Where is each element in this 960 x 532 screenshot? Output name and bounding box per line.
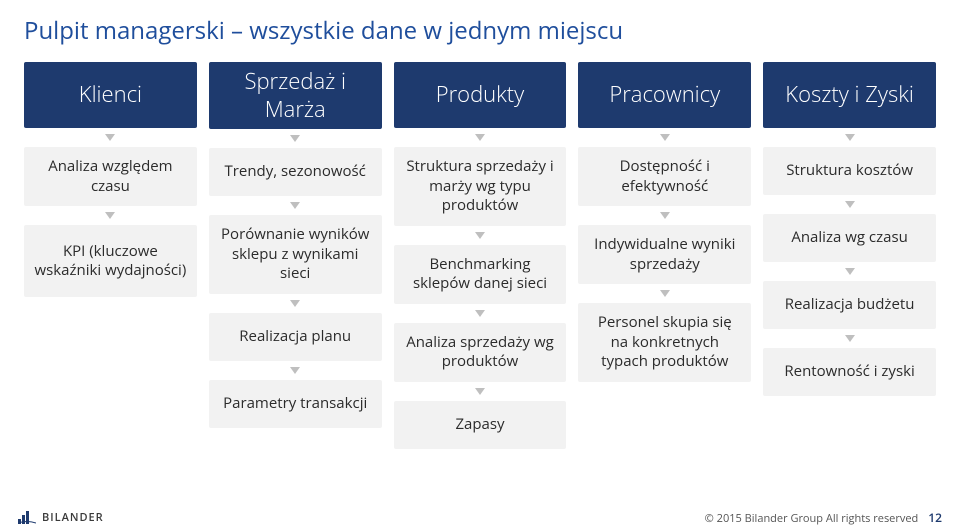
brand-text: BILANDER <box>42 510 104 525</box>
arrow-down-icon <box>290 300 300 307</box>
arrow-down-icon <box>845 201 855 208</box>
arrow-down-icon <box>105 212 115 219</box>
arrow-down-icon <box>475 388 485 395</box>
arrow-down-icon <box>660 212 670 219</box>
page-number: 12 <box>928 509 942 526</box>
sub-card: Struktura kosztów <box>763 147 936 195</box>
sub-card: Rentowność i zyski <box>763 348 936 396</box>
column-sprzedaz-marza: Sprzedaż i Marża Trendy, sezonowość Poró… <box>209 62 382 449</box>
bilander-mark-icon <box>18 510 36 524</box>
column-pracownicy: Pracownicy Dostępność i efektywność Indy… <box>578 62 751 449</box>
sub-card: Realizacja planu <box>209 313 382 361</box>
column-koszty-zyski: Koszty i Zyski Struktura kosztów Analiza… <box>763 62 936 449</box>
arrow-down-icon <box>475 232 485 239</box>
arrow-down-icon <box>660 290 670 297</box>
arrow-down-icon <box>845 134 855 141</box>
sub-card: Indywidualne wyniki sprzedaży <box>578 225 751 284</box>
arrow-down-icon <box>660 134 670 141</box>
column-header: Pracownicy <box>578 62 751 128</box>
arrow-down-icon <box>845 268 855 275</box>
arrow-down-icon <box>845 335 855 342</box>
column-header: Koszty i Zyski <box>763 62 936 128</box>
slide-footer: BILANDER © 2015 Bilander Group All right… <box>0 506 960 532</box>
column-header: Klienci <box>24 62 197 128</box>
sub-card: KPI (kluczowe wskaźniki wydajności) <box>24 225 197 297</box>
sub-card: Struktura sprzedaży i marży wg typu prod… <box>394 147 567 226</box>
sub-card: Realizacja budżetu <box>763 281 936 329</box>
arrow-down-icon <box>475 310 485 317</box>
arrow-down-icon <box>290 202 300 209</box>
column-produkty: Produkty Struktura sprzedaży i marży wg … <box>394 62 567 449</box>
sub-card: Benchmarking sklepów danej sieci <box>394 245 567 304</box>
sub-card: Parametry transakcji <box>209 380 382 428</box>
sub-card: Porównanie wyników sklepu z wynikami sie… <box>209 215 382 294</box>
page-title: Pulpit managerski – wszystkie dane w jed… <box>24 14 623 47</box>
sub-card: Dostępność i efektywność <box>578 147 751 206</box>
sub-card: Analiza względem czasu <box>24 147 197 206</box>
sub-card: Trendy, sezonowość <box>209 148 382 196</box>
sub-card: Analiza wg czasu <box>763 214 936 262</box>
copyright-text: © 2015 Bilander Group All rights reserve… <box>705 511 919 526</box>
arrow-down-icon <box>105 134 115 141</box>
sub-card: Analiza sprzedaży wg produktów <box>394 323 567 382</box>
column-header: Sprzedaż i Marża <box>209 62 382 129</box>
arrow-down-icon <box>475 134 485 141</box>
column-header: Produkty <box>394 62 567 128</box>
footer-right: © 2015 Bilander Group All rights reserve… <box>705 509 942 526</box>
arrow-down-icon <box>290 135 300 142</box>
brand-logo: BILANDER <box>18 510 104 525</box>
sub-card: Personel skupia się na konkretnych typac… <box>578 303 751 382</box>
diagram-columns: Klienci Analiza względem czasu KPI (kluc… <box>24 62 936 449</box>
arrow-down-icon <box>290 367 300 374</box>
column-klienci: Klienci Analiza względem czasu KPI (kluc… <box>24 62 197 449</box>
sub-card: Zapasy <box>394 401 567 449</box>
